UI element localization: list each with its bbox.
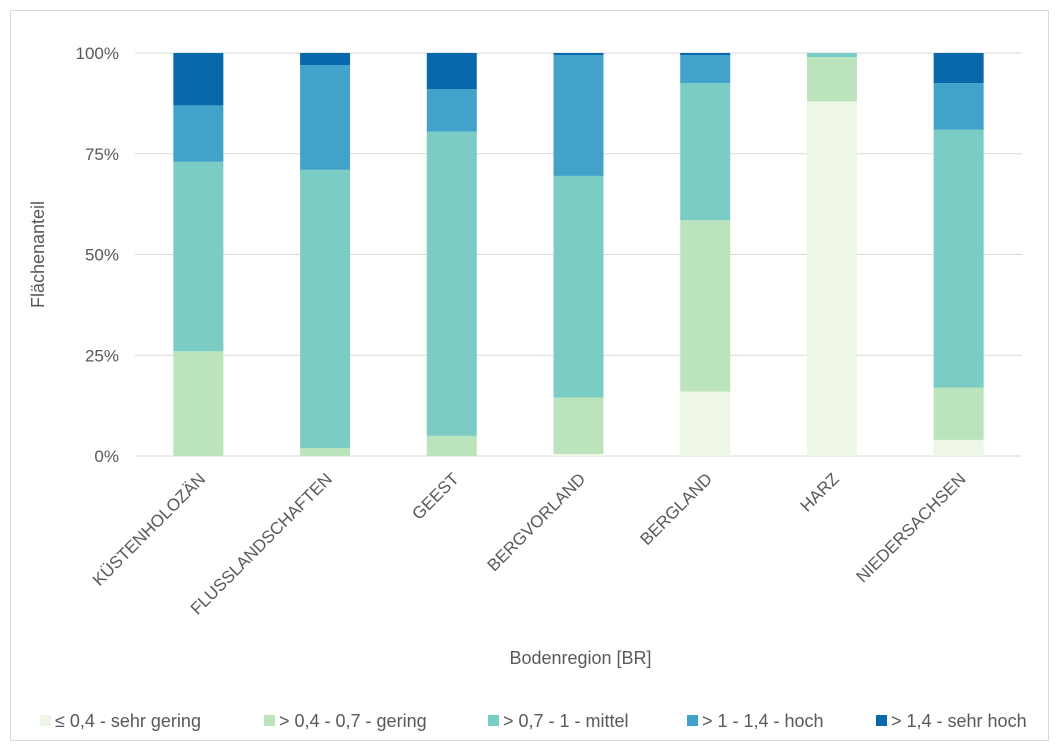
bar-segment	[680, 391, 731, 456]
bar-segment	[933, 439, 984, 456]
bars	[173, 53, 984, 457]
x-tick-label: KÜSTENHOLOZÄN	[89, 469, 209, 589]
bar-segment	[553, 453, 604, 456]
bar-segment	[300, 53, 351, 66]
bar-segment	[300, 447, 351, 456]
legend-item: ≤ 0,4 - sehr gering	[40, 711, 201, 731]
x-tick-label: HARZ	[797, 469, 843, 515]
legend-item: > 0,7 - 1 - mittel	[488, 711, 629, 731]
bar-segment	[933, 387, 984, 440]
bar-segment	[806, 57, 857, 102]
bar-segment	[173, 105, 224, 162]
bar-segment	[426, 131, 477, 436]
y-tick-label: 50%	[85, 246, 119, 265]
x-tick-label: GEEST	[408, 469, 462, 523]
x-tick-label: NIEDERSACHSEN	[853, 469, 970, 586]
y-tick-label: 25%	[85, 346, 119, 365]
bar-segment	[173, 53, 224, 106]
bar-segment	[933, 83, 984, 130]
legend-item: > 0,4 - 0,7 - gering	[264, 711, 427, 731]
bar-segment	[680, 53, 731, 56]
bar-segment	[933, 129, 984, 388]
x-tick-label: FLUSSLANDSCHAFTEN	[187, 469, 336, 618]
legend-swatch	[687, 715, 698, 726]
bar-segment	[173, 161, 224, 352]
legend-swatch	[264, 715, 275, 726]
y-tick-label: 0%	[94, 447, 119, 466]
x-axis-label: Bodenregion [BR]	[509, 648, 651, 668]
bar-segment	[680, 55, 731, 84]
legend-label: > 1,4 - sehr hoch	[891, 711, 1027, 731]
bar-segment	[553, 55, 604, 176]
bar-segment	[806, 53, 857, 58]
bar-segment	[680, 83, 731, 221]
y-axis-ticks: 0% 25% 50% 75% 100%	[76, 44, 119, 466]
bar-segment	[300, 169, 351, 448]
y-tick-label: 100%	[76, 44, 119, 63]
bar-segment	[806, 101, 857, 457]
y-axis-label: Flächenanteil	[28, 201, 48, 308]
x-tick-label: BERGVORLAND	[484, 469, 590, 575]
bar-segment	[426, 53, 477, 90]
legend-swatch	[876, 715, 887, 726]
legend-swatch	[488, 715, 499, 726]
legend-label: > 0,7 - 1 - mittel	[503, 711, 629, 731]
legend-swatch	[40, 715, 51, 726]
legend-item: > 1,4 - sehr hoch	[876, 711, 1027, 731]
bar-segment	[553, 397, 604, 454]
legend-label: > 1 - 1,4 - hoch	[702, 711, 824, 731]
bar-segment	[553, 175, 604, 398]
legend-label: > 0,4 - 0,7 - gering	[279, 711, 427, 731]
bar-segment	[300, 65, 351, 170]
bar-segment	[680, 220, 731, 392]
bar-segment	[426, 89, 477, 132]
bar-segment	[933, 53, 984, 84]
legend: ≤ 0,4 - sehr gering > 0,4 - 0,7 - gering >…	[40, 711, 1027, 731]
bar-segment	[173, 351, 224, 456]
legend-item: > 1 - 1,4 - hoch	[687, 711, 824, 731]
bar-segment	[426, 435, 477, 456]
bar-segment	[553, 53, 604, 56]
legend-label: ≤ 0,4 - sehr gering	[55, 711, 201, 731]
y-tick-label: 75%	[85, 145, 119, 164]
x-tick-label: BERGLAND	[636, 469, 716, 549]
